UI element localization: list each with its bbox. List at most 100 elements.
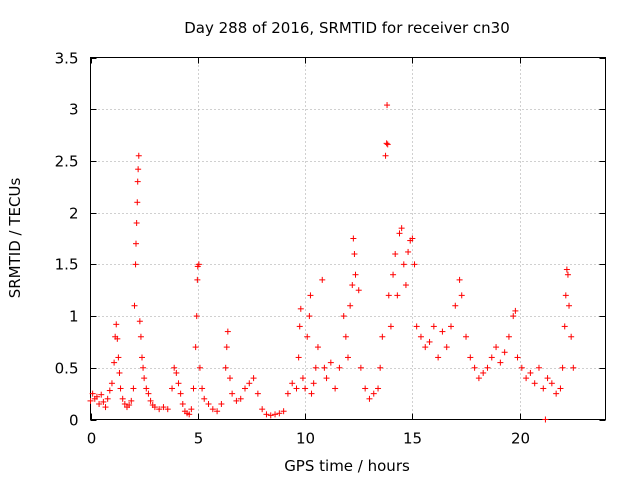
data-point <box>488 354 495 361</box>
data-point <box>116 369 123 376</box>
data-point <box>128 397 135 404</box>
data-point <box>475 375 482 382</box>
data-point <box>435 354 442 361</box>
data-point <box>443 344 450 351</box>
data-point <box>147 397 154 404</box>
data-point <box>497 359 504 366</box>
data-point <box>223 344 230 351</box>
data-point <box>452 302 459 309</box>
y-tick-label: 3.5 <box>55 50 79 68</box>
data-point <box>242 385 248 392</box>
data-point <box>196 364 203 371</box>
data-point <box>246 380 253 387</box>
data-point <box>501 349 508 356</box>
data-point <box>379 333 386 340</box>
data-point <box>140 364 147 371</box>
y-tick-label: 2 <box>69 205 79 223</box>
data-point <box>510 313 517 320</box>
data-point <box>566 302 573 309</box>
data-point <box>177 390 184 397</box>
data-point <box>130 385 137 392</box>
data-point <box>409 235 416 242</box>
data-point <box>307 292 314 299</box>
data-point <box>400 261 407 268</box>
x-tick-labels: 0 5 10 15 20 <box>87 430 530 448</box>
data-point <box>156 406 163 413</box>
data-point <box>169 385 176 392</box>
data-point <box>314 344 321 351</box>
data-point <box>194 276 201 283</box>
data-point <box>527 369 534 376</box>
data-point <box>390 271 397 278</box>
data-point <box>362 385 369 392</box>
data-point <box>111 359 118 366</box>
x-tick-label: 20 <box>511 430 530 448</box>
data-point <box>467 354 474 361</box>
y-tick-label: 0 <box>69 412 79 430</box>
data-point <box>108 380 115 387</box>
data-point <box>267 412 274 419</box>
data-point <box>382 152 389 159</box>
data-point <box>96 400 103 407</box>
data-point <box>557 385 564 392</box>
x-tick-label: 0 <box>87 430 97 448</box>
data-point <box>135 166 142 173</box>
data-point <box>132 261 139 268</box>
data-point <box>193 313 200 320</box>
data-point <box>188 406 195 413</box>
data-point <box>299 375 306 382</box>
data-point <box>319 276 326 283</box>
data-point <box>190 385 197 392</box>
y-axis-title: SRMTID / TECUs <box>6 178 24 299</box>
data-point <box>134 178 141 185</box>
data-point <box>535 364 542 371</box>
data-point <box>104 395 111 402</box>
data-point <box>375 385 382 392</box>
data-point <box>195 261 202 268</box>
data-point <box>121 400 128 407</box>
data-point <box>383 140 390 147</box>
data-point <box>355 287 362 294</box>
axis-ticks <box>90 57 606 421</box>
data-point <box>398 225 405 232</box>
data-point <box>117 385 124 392</box>
data-point <box>131 302 138 309</box>
data-point <box>332 385 339 392</box>
data-point <box>114 335 121 342</box>
data-point <box>222 364 229 371</box>
data-point <box>417 333 424 340</box>
data-point <box>293 385 300 392</box>
data-point <box>89 390 96 397</box>
x-tick-label: 10 <box>296 430 315 448</box>
data-point <box>115 354 122 361</box>
data-point <box>295 354 302 361</box>
data-point <box>384 141 391 148</box>
data-point <box>259 406 266 413</box>
data-point <box>160 404 167 411</box>
data-point <box>312 364 319 371</box>
data-point <box>134 199 141 206</box>
data-point <box>350 235 357 242</box>
data-point <box>308 390 315 397</box>
data-point <box>237 395 244 402</box>
data-point <box>480 369 487 376</box>
data-point <box>214 408 221 415</box>
data-point <box>229 390 236 397</box>
x-tick-label: 15 <box>403 430 422 448</box>
data-point <box>347 302 354 309</box>
data-point <box>106 387 113 394</box>
data-point <box>87 397 94 404</box>
data-point <box>263 411 270 418</box>
data-point <box>102 404 109 411</box>
data-point <box>448 323 454 330</box>
data-point <box>218 400 225 407</box>
data-point <box>304 333 311 340</box>
data-point <box>384 102 391 109</box>
y-tick-label: 3 <box>69 101 79 119</box>
data-point <box>430 323 437 330</box>
data-point <box>143 385 150 392</box>
y-tick-label: 1 <box>69 308 79 326</box>
data-point <box>345 354 351 361</box>
data-point <box>164 406 171 413</box>
data-point <box>224 328 231 335</box>
